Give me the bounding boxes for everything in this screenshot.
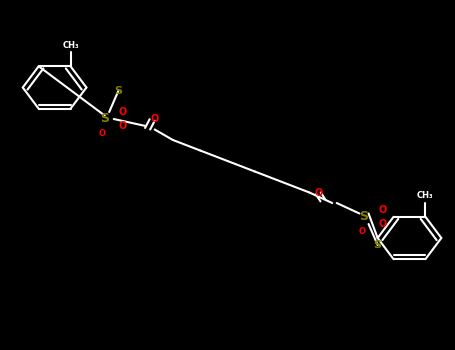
Text: S: S (374, 240, 382, 250)
Text: O: O (358, 226, 365, 236)
Text: S: S (359, 210, 369, 224)
Text: O: O (378, 205, 386, 215)
Text: O: O (314, 188, 323, 197)
Text: CH₃: CH₃ (417, 191, 434, 200)
Text: O: O (119, 121, 127, 131)
Text: O: O (151, 114, 159, 124)
Text: S: S (100, 112, 109, 126)
Text: CH₃: CH₃ (62, 41, 79, 50)
Text: O: O (99, 128, 106, 138)
Text: O: O (378, 219, 386, 229)
Text: S: S (114, 86, 122, 96)
Text: O: O (119, 107, 127, 117)
